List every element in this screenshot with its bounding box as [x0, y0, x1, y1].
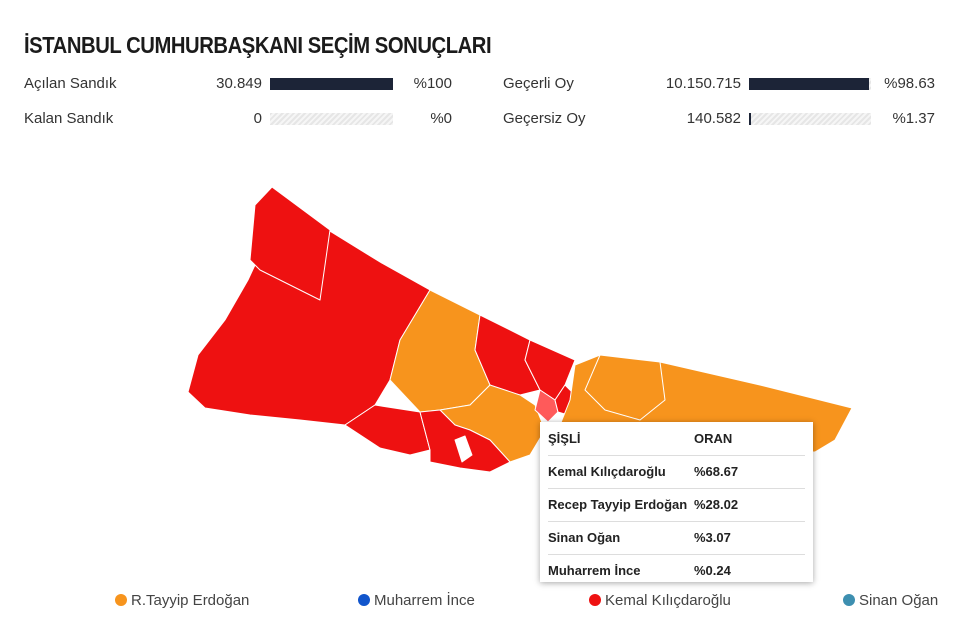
tooltip-row: Muharrem İnce %0.24	[548, 554, 805, 587]
stat-percent: %0	[430, 110, 452, 127]
legend-item: Sinan Oğan	[843, 592, 938, 609]
bar-track	[749, 78, 871, 90]
stat-count: 140.582	[686, 110, 741, 127]
bar-track	[749, 113, 871, 125]
stat-label: Geçersiz Oy	[503, 110, 586, 127]
tooltip-row: Sinan Oğan %3.07	[548, 521, 805, 555]
legend-swatch	[589, 594, 601, 606]
stat-label: Geçerli Oy	[503, 75, 574, 92]
legend-item: Muharrem İnce	[358, 592, 475, 609]
candidate-name: Recep Tayyip Erdoğan	[548, 497, 688, 512]
candidate-share: %28.02	[694, 497, 739, 512]
tooltip-header: ŞİŞLİ ORAN	[548, 422, 805, 456]
region	[454, 435, 473, 463]
legend-item: Kemal Kılıçdaroğlu	[589, 592, 731, 609]
stat-count: 30.849	[216, 75, 262, 92]
candidate-share: %3.07	[694, 530, 731, 545]
legend-swatch	[358, 594, 370, 606]
column-header: ORAN	[694, 431, 733, 446]
map	[187, 186, 853, 473]
district-name: ŞİŞLİ	[548, 431, 581, 446]
legend-swatch	[843, 594, 855, 606]
candidate-name: Kemal Kılıçdaroğlu	[548, 464, 666, 479]
stat-percent: %100	[413, 75, 452, 92]
tooltip-row: Recep Tayyip Erdoğan %28.02	[548, 488, 805, 522]
region	[187, 186, 431, 426]
candidate-share: %68.67	[694, 464, 739, 479]
legend-label: Kemal Kılıçdaroğlu	[605, 592, 731, 609]
bar-track	[270, 113, 393, 125]
region	[534, 389, 559, 423]
bar-fill	[749, 113, 751, 125]
legend-label: Muharrem İnce	[374, 592, 475, 609]
stat-label: Açılan Sandık	[24, 75, 117, 92]
bar-fill	[270, 78, 393, 90]
candidate-name: Sinan Oğan	[548, 530, 621, 545]
stat-count: 10.150.715	[665, 75, 741, 92]
candidate-share: %0.24	[694, 563, 731, 578]
legend-label: R.Tayyip Erdoğan	[131, 592, 250, 609]
stat-percent: %1.37	[892, 110, 935, 127]
stat-label: Kalan Sandık	[24, 110, 114, 127]
bar-track	[270, 78, 393, 90]
bar-fill	[749, 78, 870, 90]
tooltip: ŞİŞLİ ORAN Kemal Kılıçdaroğlu %68.67 Recep…	[540, 422, 813, 582]
stat-percent: %98.63	[884, 75, 935, 92]
region	[249, 186, 331, 301]
tooltip-row: Kemal Kılıçdaroğlu %68.67	[548, 455, 805, 489]
legend-label: Sinan Oğan	[859, 592, 939, 609]
region	[584, 354, 666, 421]
candidate-name: Muharrem İnce	[548, 563, 641, 578]
legend-swatch	[115, 594, 127, 606]
legend-item: R.Tayyip Erdoğan	[115, 592, 249, 609]
title: İSTANBUL CUMHURBAŞKANI SEÇİM SONUÇLARI	[24, 32, 492, 58]
stat-count: 0	[253, 110, 262, 127]
